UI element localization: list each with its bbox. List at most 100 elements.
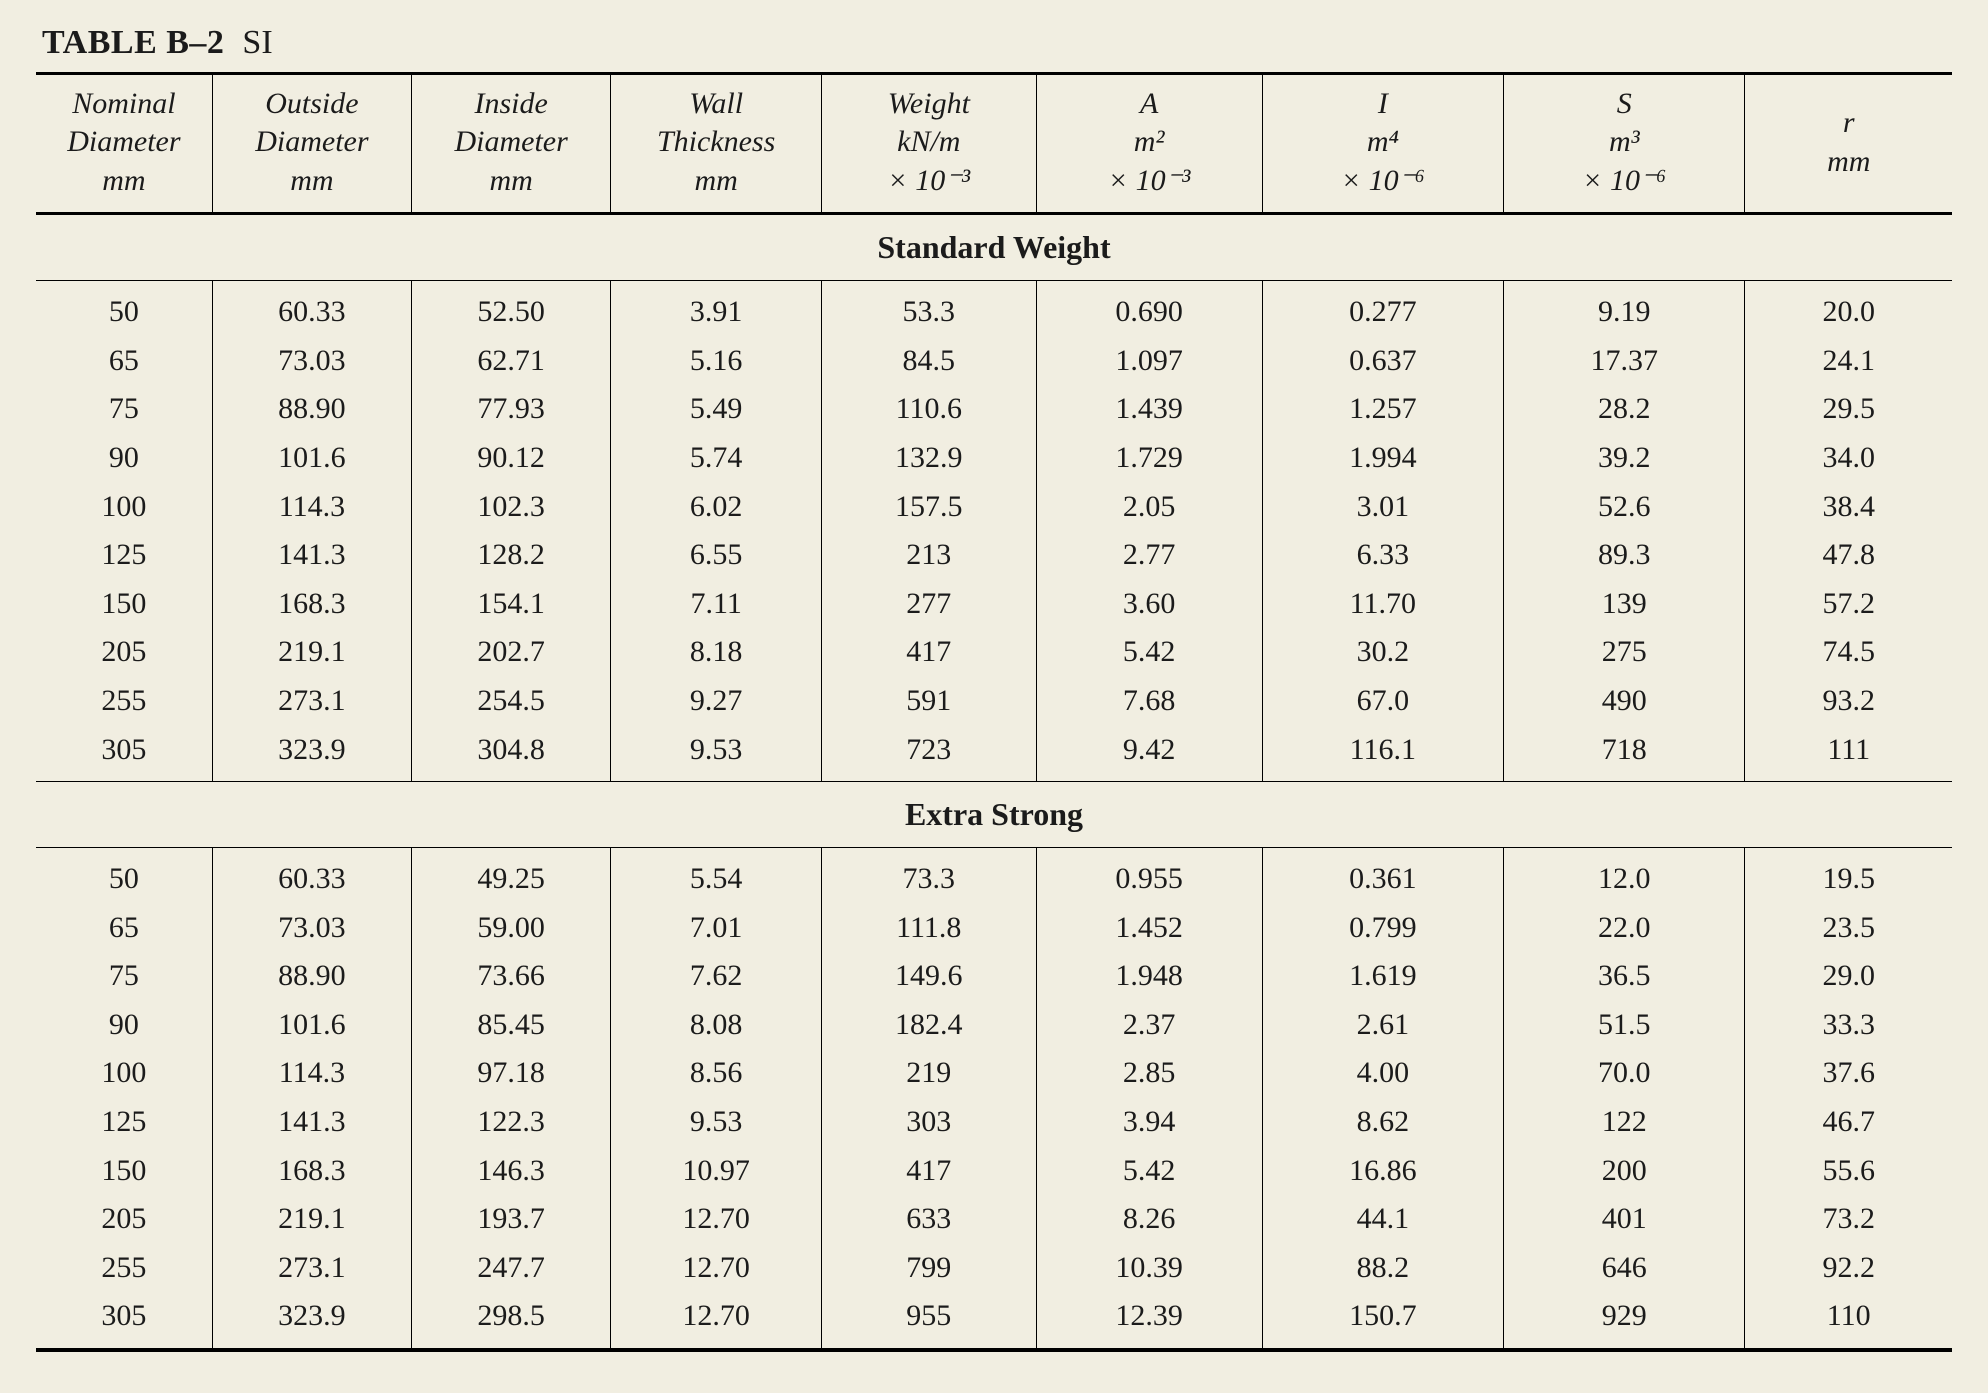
cell: 323.9 <box>212 1292 411 1348</box>
cell: 52.50 <box>412 281 611 337</box>
cell: 323.9 <box>212 726 411 782</box>
cell: 3.94 <box>1036 1098 1262 1147</box>
table-label: TABLE B–2 <box>42 24 224 62</box>
table-row: 150168.3154.17.112773.6011.7013957.2 <box>36 580 1952 629</box>
cell: 305 <box>36 726 212 782</box>
cell: 88.90 <box>212 385 411 434</box>
cell: 255 <box>36 677 212 726</box>
cell: 150.7 <box>1262 1292 1503 1348</box>
cell: 417 <box>822 628 1037 677</box>
table-units: SI <box>242 24 272 62</box>
cell: 73.3 <box>822 848 1037 904</box>
cell: 111 <box>1745 726 1952 782</box>
cell: 12.70 <box>611 1292 822 1348</box>
cell: 22.0 <box>1504 904 1745 953</box>
cell: 955 <box>822 1292 1037 1348</box>
cell: 70.0 <box>1504 1049 1745 1098</box>
cell: 168.3 <box>212 580 411 629</box>
cell: 101.6 <box>212 1001 411 1050</box>
cell: 3.01 <box>1262 483 1503 532</box>
cell: 97.18 <box>412 1049 611 1098</box>
cell: 77.93 <box>412 385 611 434</box>
cell: 8.26 <box>1036 1195 1262 1244</box>
cell: 75 <box>36 385 212 434</box>
cell: 38.4 <box>1745 483 1952 532</box>
table-row: 7588.9077.935.49110.61.4391.25728.229.5 <box>36 385 1952 434</box>
cell: 92.2 <box>1745 1244 1952 1293</box>
cell: 7.01 <box>611 904 822 953</box>
table-row: 90101.690.125.74132.91.7291.99439.234.0 <box>36 434 1952 483</box>
cell: 193.7 <box>412 1195 611 1244</box>
column-header: OutsideDiametermm <box>212 74 411 214</box>
cell: 303 <box>822 1098 1037 1147</box>
cell: 149.6 <box>822 952 1037 1001</box>
cell: 73.03 <box>212 904 411 953</box>
column-header: WallThicknessmm <box>611 74 822 214</box>
cell: 1.097 <box>1036 337 1262 386</box>
cell: 10.39 <box>1036 1244 1262 1293</box>
cell: 2.85 <box>1036 1049 1262 1098</box>
cell: 6.33 <box>1262 531 1503 580</box>
cell: 205 <box>36 1195 212 1244</box>
cell: 67.0 <box>1262 677 1503 726</box>
page: { "table": { "label_prefix": "TABLE B–2"… <box>0 0 1988 1393</box>
cell: 5.42 <box>1036 628 1262 677</box>
cell: 275 <box>1504 628 1745 677</box>
table-caption: TABLE B–2 SI <box>42 24 1952 62</box>
cell: 1.257 <box>1262 385 1503 434</box>
column-header: Sm³× 10⁻⁶ <box>1504 74 1745 214</box>
cell: 24.1 <box>1745 337 1952 386</box>
cell: 90.12 <box>412 434 611 483</box>
cell: 102.3 <box>412 483 611 532</box>
cell: 29.5 <box>1745 385 1952 434</box>
table-row: 6573.0359.007.01111.81.4520.79922.023.5 <box>36 904 1952 953</box>
cell: 273.1 <box>212 677 411 726</box>
table-row: 5060.3349.255.5473.30.9550.36112.019.5 <box>36 848 1952 904</box>
cell: 49.25 <box>412 848 611 904</box>
cell: 7.68 <box>1036 677 1262 726</box>
cell: 60.33 <box>212 281 411 337</box>
cell: 1.948 <box>1036 952 1262 1001</box>
cell: 154.1 <box>412 580 611 629</box>
cell: 3.60 <box>1036 580 1262 629</box>
cell: 139 <box>1504 580 1745 629</box>
section-title: Extra Strong <box>36 782 1952 848</box>
cell: 1.619 <box>1262 952 1503 1001</box>
cell: 146.3 <box>412 1147 611 1196</box>
cell: 44.1 <box>1262 1195 1503 1244</box>
cell: 122 <box>1504 1098 1745 1147</box>
cell: 16.86 <box>1262 1147 1503 1196</box>
cell: 0.690 <box>1036 281 1262 337</box>
cell: 114.3 <box>212 483 411 532</box>
pipe-properties-table: NominalDiametermmOutsideDiametermmInside… <box>36 72 1952 1352</box>
cell: 219.1 <box>212 628 411 677</box>
cell: 8.08 <box>611 1001 822 1050</box>
cell: 65 <box>36 337 212 386</box>
cell: 59.00 <box>412 904 611 953</box>
cell: 55.6 <box>1745 1147 1952 1196</box>
table-row: 5060.3352.503.9153.30.6900.2779.1920.0 <box>36 281 1952 337</box>
cell: 10.97 <box>611 1147 822 1196</box>
cell: 723 <box>822 726 1037 782</box>
cell: 128.2 <box>412 531 611 580</box>
cell: 5.42 <box>1036 1147 1262 1196</box>
cell: 90 <box>36 434 212 483</box>
cell: 0.799 <box>1262 904 1503 953</box>
cell: 116.1 <box>1262 726 1503 782</box>
column-header: rmm <box>1745 74 1952 214</box>
cell: 5.74 <box>611 434 822 483</box>
cell: 74.5 <box>1745 628 1952 677</box>
table-row: 305323.9304.89.537239.42116.1718111 <box>36 726 1952 782</box>
cell: 304.8 <box>412 726 611 782</box>
cell: 0.361 <box>1262 848 1503 904</box>
cell: 60.33 <box>212 848 411 904</box>
cell: 718 <box>1504 726 1745 782</box>
cell: 254.5 <box>412 677 611 726</box>
cell: 219 <box>822 1049 1037 1098</box>
column-header: NominalDiametermm <box>36 74 212 214</box>
cell: 591 <box>822 677 1037 726</box>
cell: 168.3 <box>212 1147 411 1196</box>
cell: 4.00 <box>1262 1049 1503 1098</box>
cell: 298.5 <box>412 1292 611 1348</box>
table-row: 205219.1202.78.184175.4230.227574.5 <box>36 628 1952 677</box>
